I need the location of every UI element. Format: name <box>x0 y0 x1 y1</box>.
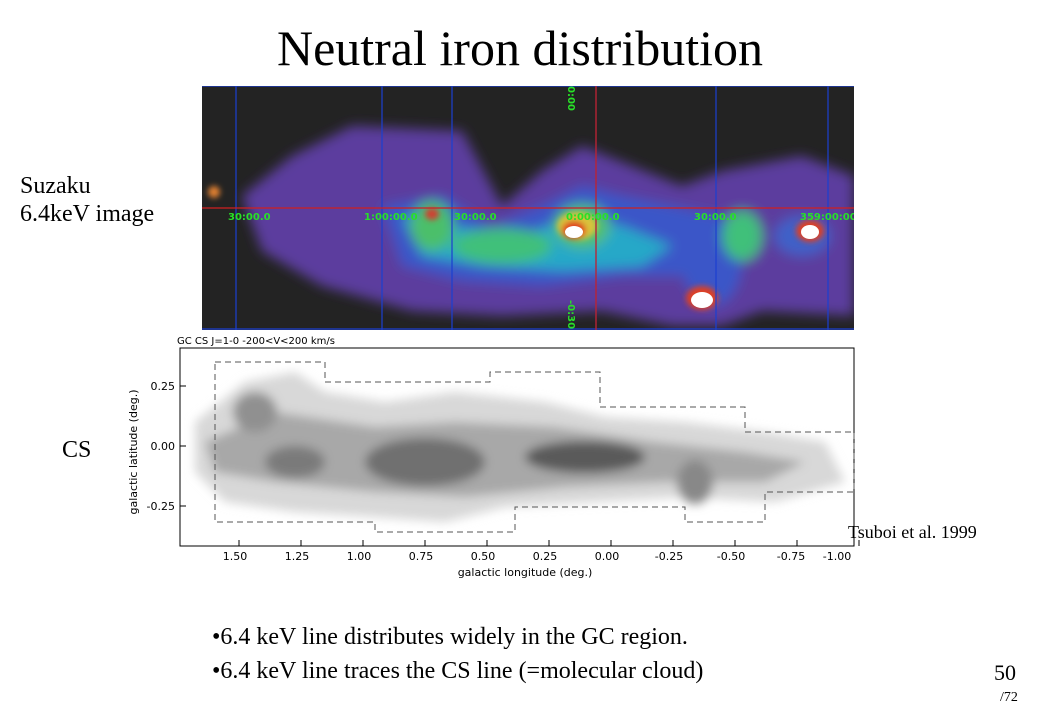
x-tick-label: -1.00 <box>823 550 851 563</box>
x-tick-label: -0.25 <box>655 550 683 563</box>
coord-label: 359:00:00 <box>800 212 854 223</box>
y-axis-label: galactic latitude (deg.) <box>127 390 140 515</box>
suzaku-image: 30:00.0 1:00:00.0 30:00.0 0:00:00.0 30:0… <box>202 86 854 330</box>
x-tick-label: -0.75 <box>777 550 805 563</box>
bullet-text: 6.4 keV line traces the CS line (=molecu… <box>220 658 704 684</box>
vertical-coord-label: 0:00 <box>565 86 576 111</box>
y-tick-label: -0.25 <box>147 500 175 513</box>
x-tick-label: 0.00 <box>595 550 620 563</box>
cs-contour-map: GC CS J=1-0 -200<V<200 km/s 1.50 1.25 1.… <box>127 336 860 579</box>
x-tick-label: 1.00 <box>347 550 372 563</box>
cs-label: CS <box>62 437 92 463</box>
x-tick-label: 1.50 <box>223 550 248 563</box>
bullet-item: 6.4 keV line distributes widely in the G… <box>212 620 703 654</box>
cs-header: GC CS J=1-0 -200<V<200 km/s <box>177 336 335 347</box>
x-tick-label: -0.50 <box>717 550 745 563</box>
page-number: 50 <box>994 660 1016 685</box>
x-axis-label: galactic longitude (deg.) <box>458 566 593 579</box>
suzaku-label-line1: Suzaku <box>20 173 91 199</box>
page-total: /72 <box>1000 690 1018 705</box>
coord-label: 30:00.0 <box>228 212 271 223</box>
slide-title: Neutral iron distribution <box>276 20 764 76</box>
bullet-list: 6.4 keV line distributes widely in the G… <box>212 620 703 688</box>
suzaku-label-line2: 6.4keV image <box>20 201 155 227</box>
coord-label: 30:00.0 <box>694 212 737 223</box>
x-tick-label: 0.25 <box>533 550 558 563</box>
citation: Tsuboi et al. 1999 <box>848 522 977 542</box>
vertical-coord-label: -0:30 <box>565 300 576 329</box>
suzaku-label: Suzaku 6.4keV image <box>20 172 154 228</box>
bullet-text: 6.4 keV line distributes widely in the G… <box>220 624 688 650</box>
coord-label: 1:00:00.0 <box>364 212 418 223</box>
y-tick-label: 0.25 <box>151 380 176 393</box>
x-tick-label: 1.25 <box>285 550 310 563</box>
coord-label: 0:00:00.0 <box>566 212 620 223</box>
bullet-item: 6.4 keV line traces the CS line (=molecu… <box>212 654 703 688</box>
x-tick-label: 0.75 <box>409 550 434 563</box>
coord-label: 30:00.0 <box>454 212 497 223</box>
x-tick-label: 0.50 <box>471 550 496 563</box>
y-tick-label: 0.00 <box>151 440 176 453</box>
